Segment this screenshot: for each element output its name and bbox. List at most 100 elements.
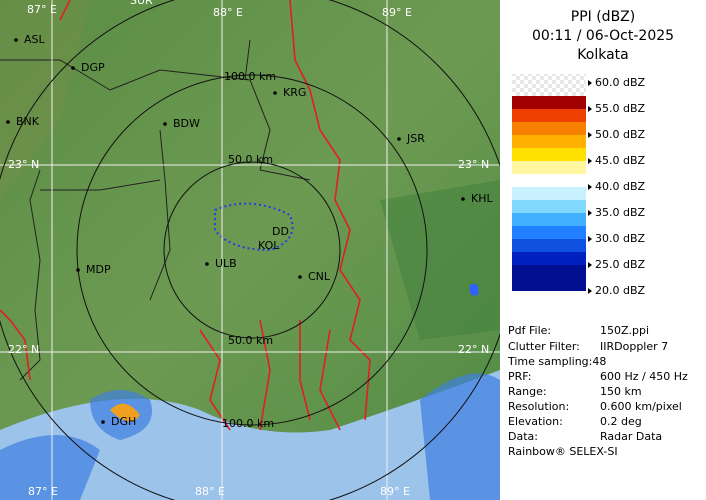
place-label: CNL bbox=[308, 270, 331, 283]
place-dot bbox=[76, 268, 80, 272]
lowland bbox=[380, 180, 500, 340]
legend-arrow bbox=[588, 288, 592, 294]
lon-label: 88° E bbox=[195, 485, 225, 498]
place-label: DGH bbox=[111, 415, 136, 428]
ring-label: 100.0 km bbox=[224, 70, 276, 83]
lat-label: 22° N bbox=[8, 343, 39, 356]
info-key: Pdf File: bbox=[508, 324, 551, 337]
legend-label: 20.0 dBZ bbox=[595, 284, 646, 297]
lon-label: 89° E bbox=[382, 6, 412, 19]
place-dot bbox=[71, 66, 75, 70]
district-lines bbox=[0, 39, 311, 381]
legend-band bbox=[512, 96, 586, 109]
legend-band bbox=[512, 122, 586, 135]
legend-band bbox=[512, 278, 586, 291]
place-dot bbox=[101, 420, 105, 424]
lon-label: SUR bbox=[130, 0, 153, 7]
legend-band bbox=[512, 174, 586, 187]
legend-band bbox=[512, 265, 586, 278]
info-key: Data: bbox=[508, 430, 538, 443]
legend-band bbox=[512, 148, 586, 161]
info-key: Range: bbox=[508, 385, 547, 398]
info-value: 0.600 km/pixel bbox=[600, 400, 682, 413]
range-ring bbox=[163, 161, 341, 339]
place-dot bbox=[163, 122, 167, 126]
map: 87° E SUR 88° E 89° E ASL DGP KRG BDW BNK JSR KHL D… bbox=[0, 0, 500, 500]
legend-band bbox=[512, 239, 586, 252]
place-dot bbox=[6, 120, 10, 124]
legend-arrow bbox=[588, 106, 592, 112]
panel-footer: Rainbow® SELEX-SI bbox=[508, 445, 618, 458]
place-label: BNK bbox=[16, 115, 40, 128]
legend-label: 35.0 dBZ bbox=[595, 206, 646, 219]
place-label: KOL bbox=[258, 239, 280, 252]
panel-site: Kolkata bbox=[577, 47, 628, 63]
place-dot bbox=[205, 262, 209, 266]
legend-band bbox=[512, 187, 586, 200]
panel-time: 00:11 / 06-Oct-2025 bbox=[532, 28, 674, 44]
range-ring bbox=[76, 74, 428, 426]
legend-label: 45.0 dBZ bbox=[595, 154, 646, 167]
place-label: MDP bbox=[86, 263, 111, 276]
lon-label: 87° E bbox=[28, 485, 58, 498]
lon-label: 88° E bbox=[213, 6, 243, 19]
place-dot bbox=[298, 275, 302, 279]
info-sampling: Time sampling:48 bbox=[507, 355, 606, 368]
info-value: 0.2 deg bbox=[600, 415, 642, 428]
lat-label: 23° N bbox=[458, 158, 489, 171]
info-value: 150 km bbox=[600, 385, 642, 398]
place-label: KHL bbox=[471, 192, 493, 205]
legend-arrow bbox=[588, 262, 592, 268]
border-lines bbox=[0, 0, 371, 431]
legend-arrow bbox=[588, 210, 592, 216]
legend-label: 60.0 dBZ bbox=[595, 76, 646, 89]
panel-title: PPI (dBZ) bbox=[571, 9, 635, 25]
place-label: ASL bbox=[24, 33, 46, 46]
legend-band bbox=[512, 213, 586, 226]
legend-band bbox=[512, 109, 586, 122]
grid: 87° E SUR 88° E 89° E ASL DGP KRG BDW BNK JSR KHL D… bbox=[0, 0, 500, 500]
legend-arrow bbox=[588, 184, 592, 190]
ring-label: 100.0 km bbox=[222, 417, 274, 430]
echo-land bbox=[214, 202, 294, 252]
place-dot bbox=[14, 38, 18, 42]
echo-core bbox=[110, 403, 140, 422]
legend-band bbox=[512, 161, 586, 174]
place-label: BDW bbox=[173, 117, 200, 130]
place-label: DD bbox=[272, 225, 289, 238]
place-dot bbox=[273, 91, 277, 95]
legend-label: 25.0 dBZ bbox=[595, 258, 646, 271]
lat-label: 23° N bbox=[8, 158, 39, 171]
place-dot bbox=[397, 137, 401, 141]
legend-label: 55.0 dBZ bbox=[595, 102, 646, 115]
legend-band bbox=[512, 200, 586, 213]
ring-label: 50.0 km bbox=[228, 153, 273, 166]
place-label: KRG bbox=[283, 86, 306, 99]
place-label: DGP bbox=[81, 61, 105, 74]
info-value: IIRDoppler 7 bbox=[600, 340, 668, 353]
echo-east bbox=[469, 283, 479, 296]
info-key: PRF: bbox=[508, 370, 531, 383]
legend-band bbox=[512, 252, 586, 265]
ring-label: 50.0 km bbox=[228, 334, 273, 347]
legend-empty bbox=[512, 74, 586, 96]
lon-label: 89° E bbox=[380, 485, 410, 498]
place-label: JSR bbox=[406, 132, 425, 145]
info-key: Resolution: bbox=[508, 400, 569, 413]
legend-arrow bbox=[588, 158, 592, 164]
legend-band bbox=[512, 135, 586, 148]
legend-arrow bbox=[588, 132, 592, 138]
legend-band bbox=[512, 226, 586, 239]
info-value: 600 Hz / 450 Hz bbox=[600, 370, 688, 383]
place-dot bbox=[461, 197, 465, 201]
legend-arrow bbox=[588, 236, 592, 242]
hills bbox=[0, 0, 90, 200]
info-value: Radar Data bbox=[600, 430, 662, 443]
legend-label: 50.0 dBZ bbox=[595, 128, 646, 141]
info-value: 150Z.ppi bbox=[600, 324, 649, 337]
info-key: Elevation: bbox=[508, 415, 563, 428]
lat-label: 22° N bbox=[458, 343, 489, 356]
lon-label: 87° E bbox=[27, 3, 57, 16]
place-label: ULB bbox=[215, 257, 237, 270]
